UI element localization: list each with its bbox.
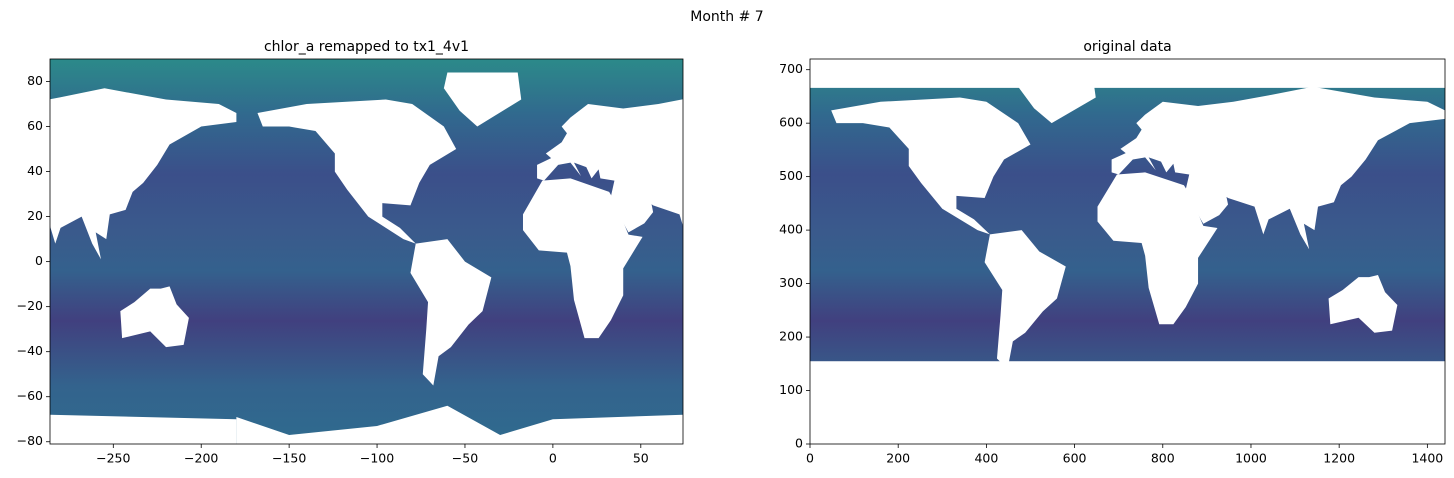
map-image xyxy=(810,59,1445,444)
no-data xyxy=(810,361,1445,444)
land xyxy=(50,414,237,444)
no-data xyxy=(810,59,1445,88)
x-tick-label: −150 xyxy=(272,451,306,466)
land xyxy=(257,99,457,244)
map-image xyxy=(0,59,683,444)
land xyxy=(410,239,492,386)
y-tick-label: −40 xyxy=(17,343,43,358)
x-tick-label: 1400 xyxy=(1411,451,1443,466)
axes-frame xyxy=(809,58,1446,445)
y-tick-label: 700 xyxy=(779,61,803,76)
y-tick-label: −20 xyxy=(17,298,43,313)
x-tick-label: 0 xyxy=(806,451,814,466)
land xyxy=(1097,172,1218,325)
axes-title: original data xyxy=(1083,39,1171,55)
land xyxy=(831,97,1031,235)
y-tick-label: 80 xyxy=(27,73,43,88)
x-tick-label: −100 xyxy=(360,451,394,466)
y-tick-label: −60 xyxy=(17,388,43,403)
land xyxy=(984,230,1066,370)
land xyxy=(443,72,522,127)
axes-title: chlor_a remapped to tx1_4v1 xyxy=(264,39,469,55)
axes-frame xyxy=(49,58,684,445)
land xyxy=(1328,275,1398,333)
figure-title: Month # 7 xyxy=(690,9,763,25)
land xyxy=(537,99,683,233)
y-tick-label: 100 xyxy=(779,382,803,397)
y-tick-label: 40 xyxy=(27,163,43,178)
x-tick-label: 0 xyxy=(549,451,557,466)
y-tick-label: 400 xyxy=(779,222,803,237)
x-tick-label: 1000 xyxy=(1235,451,1267,466)
y-tick-label: 20 xyxy=(27,208,43,223)
land xyxy=(50,88,237,260)
x-tick-label: −200 xyxy=(184,451,218,466)
y-tick-label: 200 xyxy=(779,329,803,344)
y-tick-label: 300 xyxy=(779,275,803,290)
land xyxy=(1111,86,1445,250)
x-tick-label: −50 xyxy=(452,451,478,466)
y-tick-label: 600 xyxy=(779,115,803,130)
y-tick-label: 0 xyxy=(35,253,43,268)
land xyxy=(120,286,189,348)
y-tick-label: 500 xyxy=(779,168,803,183)
x-tick-label: 800 xyxy=(1151,451,1175,466)
x-tick-label: −250 xyxy=(96,451,130,466)
x-tick-label: 600 xyxy=(1063,451,1087,466)
land xyxy=(236,405,683,444)
y-tick-label: 0 xyxy=(795,436,803,451)
y-tick-label: 60 xyxy=(27,118,43,133)
land xyxy=(522,178,643,339)
land xyxy=(0,178,10,338)
y-tick-label: −80 xyxy=(17,433,43,448)
x-tick-label: 400 xyxy=(974,451,998,466)
x-tick-label: 200 xyxy=(886,451,910,466)
x-tick-label: 50 xyxy=(633,451,649,466)
x-tick-label: 1200 xyxy=(1323,451,1355,466)
